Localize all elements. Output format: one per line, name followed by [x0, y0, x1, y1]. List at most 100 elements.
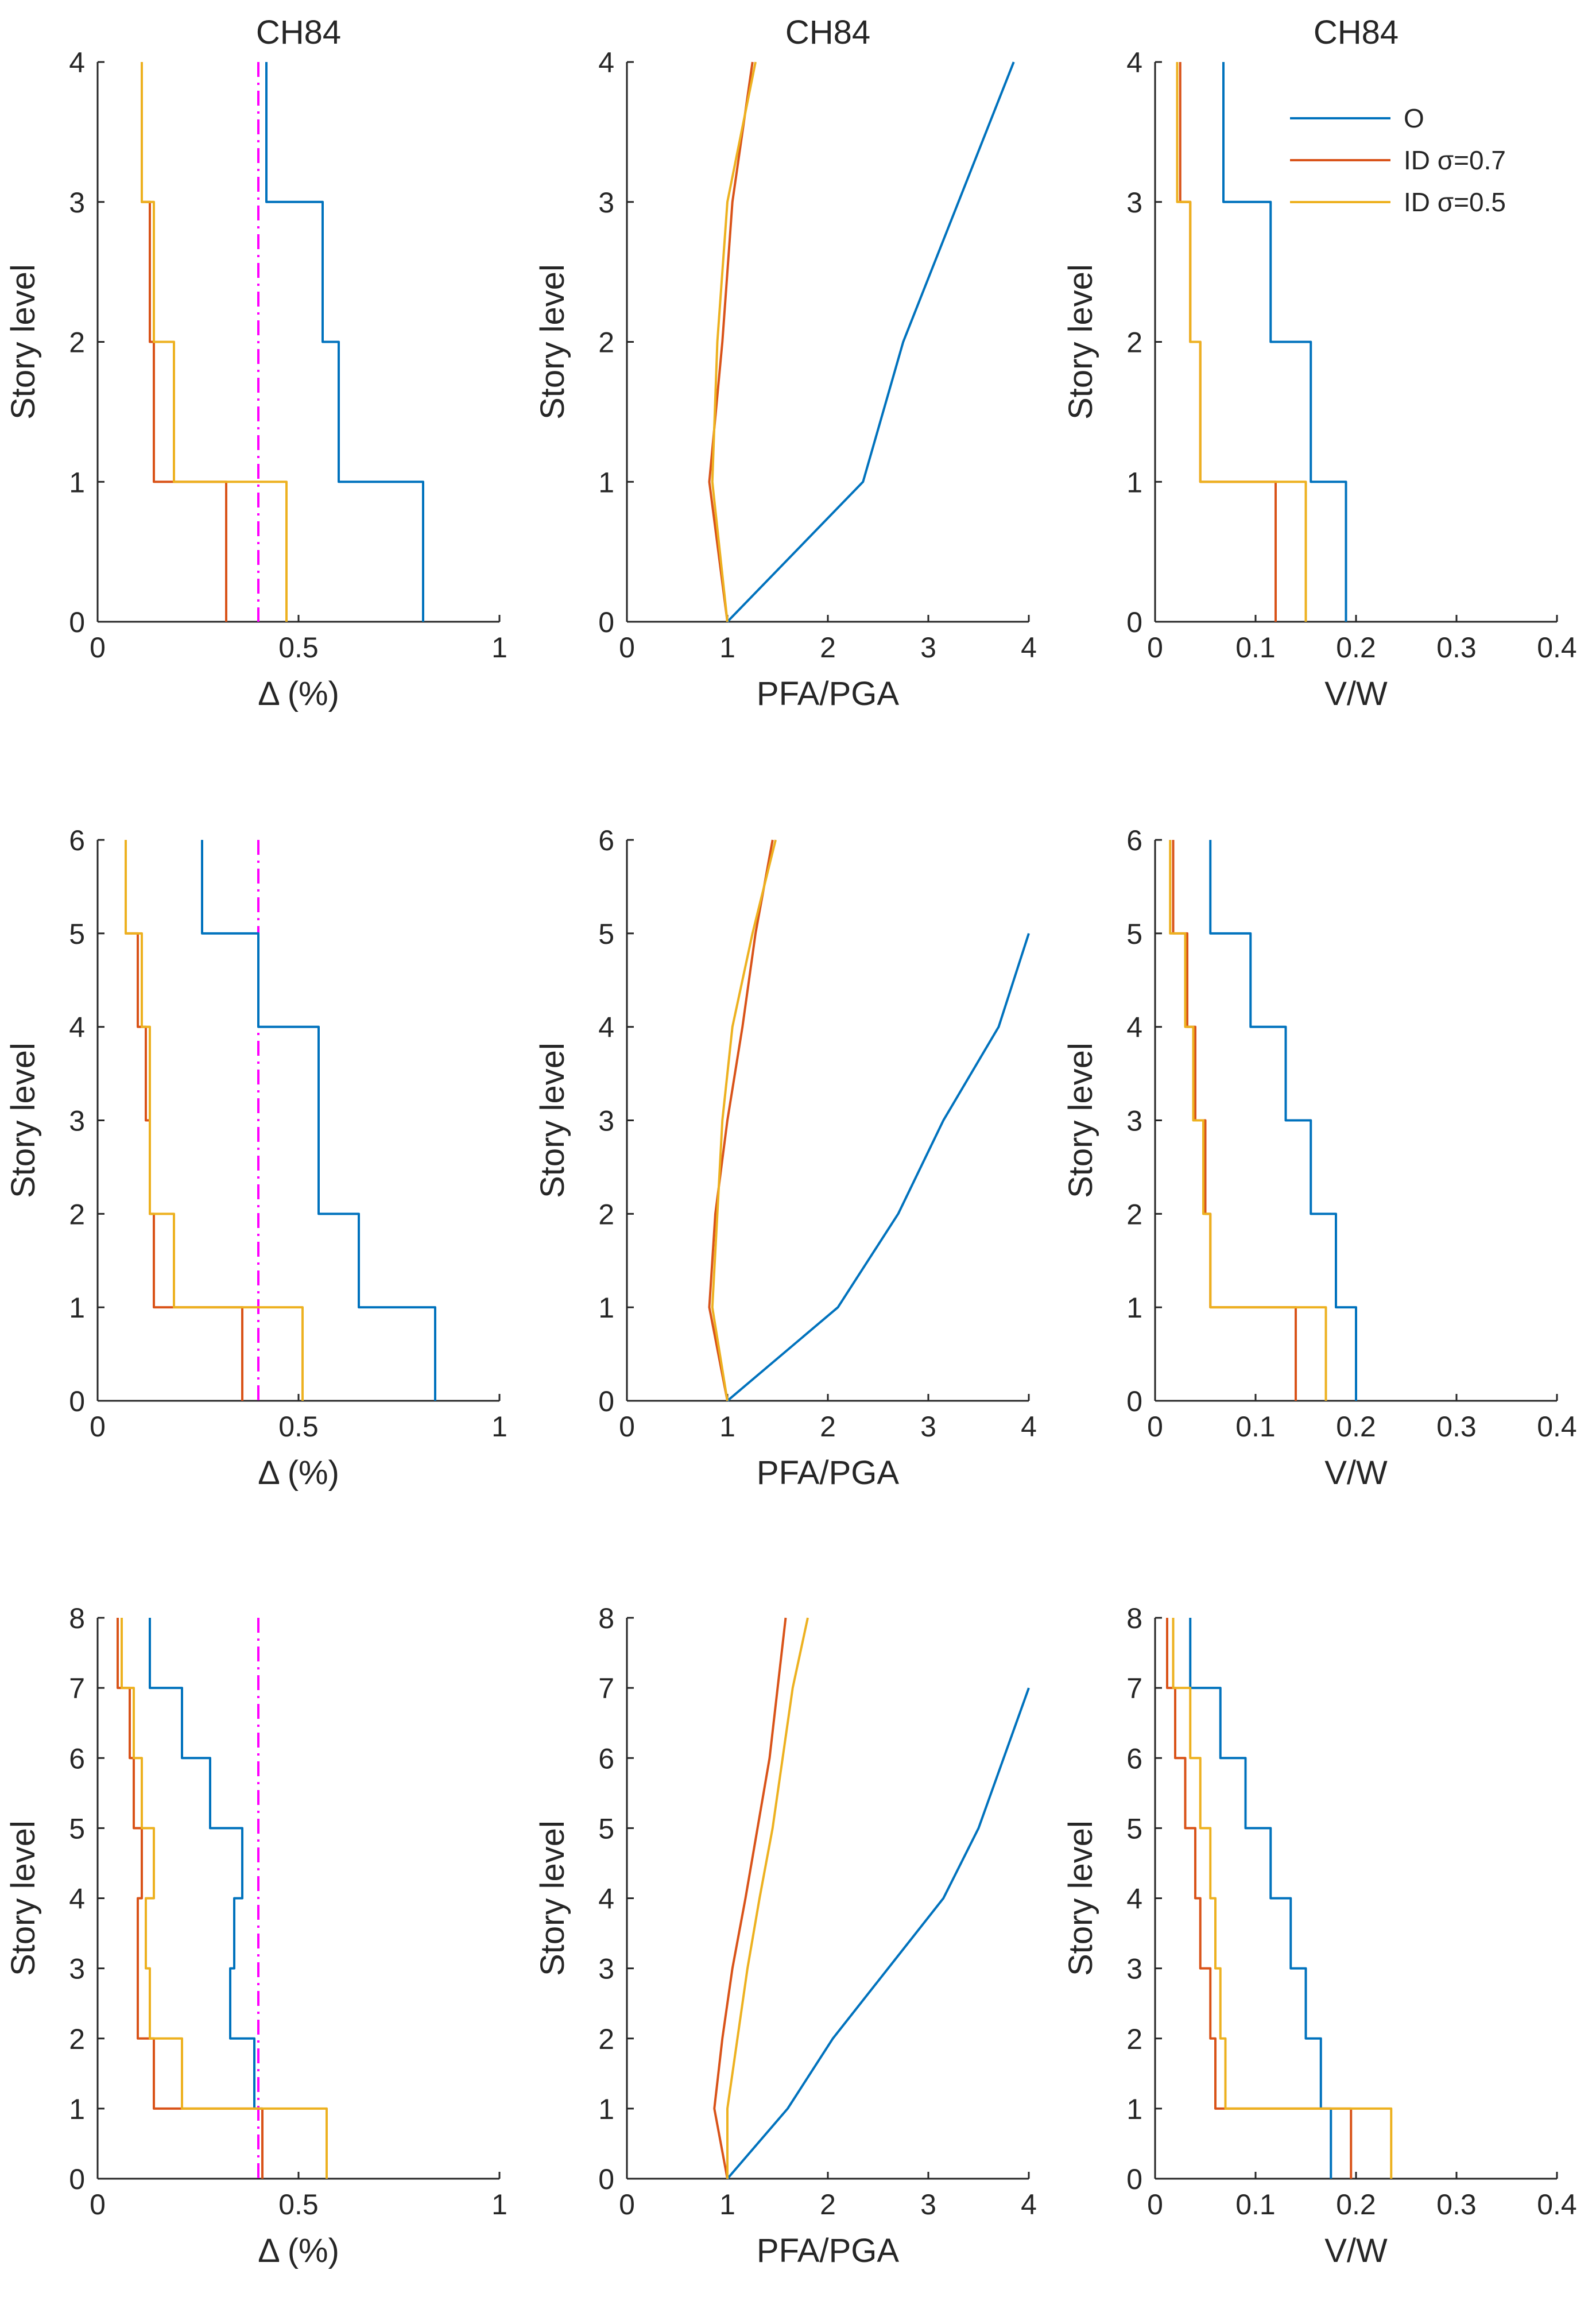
y-tick-label: 0 — [1126, 606, 1142, 638]
y-tick-label: 1 — [1126, 2093, 1142, 2125]
y-tick-label: 6 — [598, 1742, 614, 1775]
series-line-ID07 — [1172, 840, 1297, 1401]
y-tick-label: 3 — [69, 1953, 85, 1985]
series-line-ID05 — [121, 1618, 328, 2179]
y-tick-label: 5 — [1126, 1812, 1142, 1845]
y-tick-label: 5 — [598, 918, 614, 950]
y-tick-label: 4 — [1126, 47, 1142, 79]
y-tick-label: 7 — [598, 1672, 614, 1704]
y-tick-label: 4 — [598, 47, 614, 79]
chart-title: CH84 — [785, 14, 870, 51]
x-tick-label: 2 — [820, 632, 836, 664]
y-tick-label: 4 — [1126, 1012, 1142, 1044]
series-line-ID07 — [713, 1617, 787, 2179]
x-tick-label: 4 — [1021, 632, 1037, 664]
y-tick-label: 4 — [69, 47, 85, 79]
y-tick-label: 0 — [598, 2163, 614, 2195]
y-tick-label: 1 — [1126, 1292, 1142, 1324]
y-tick-label: 6 — [1126, 1742, 1142, 1775]
y-tick-label: 1 — [598, 1292, 614, 1324]
x-tick-label: 4 — [1021, 2188, 1037, 2221]
x-tick-label: 0 — [619, 632, 635, 664]
y-tick-label: 0 — [598, 1385, 614, 1417]
panel-r3c1: 0 0.5 1 0 1 2 3 4 5 6 7 8 Δ (%) Story level — [5, 1602, 508, 2269]
panel-r1c3: 0 0.1 0.2 0.3 0.4 0 1 2 3 4 V/W Story level CH84 O ID … — [1062, 14, 1577, 712]
y-tick-label: 2 — [1126, 1198, 1142, 1230]
y-tick-label: 3 — [69, 1105, 85, 1137]
y-tick-label: 3 — [598, 187, 614, 219]
y-tick-label: 3 — [1126, 1953, 1142, 1985]
y-axis-label: Story level — [1062, 264, 1099, 420]
series-line-O — [726, 61, 1015, 623]
series-line-ID05 — [726, 1617, 809, 2179]
y-axis-label: Story level — [534, 1820, 571, 1976]
panel-r2c2: 0 1 2 3 4 0 1 2 3 4 5 6 PFA/PGA Story level — [534, 824, 1037, 1492]
panel-r3c2: 0 1 2 3 4 0 1 2 3 4 5 6 7 8 PFA/PGA Story level — [534, 1602, 1037, 2269]
y-tick-label: 6 — [69, 1742, 85, 1775]
x-tick-label: 0.4 — [1537, 2188, 1577, 2221]
y-tick-label: 6 — [1126, 824, 1142, 857]
chart-title: CH84 — [256, 14, 341, 51]
x-axis-label: PFA/PGA — [757, 675, 900, 712]
x-tick-label: 3 — [920, 632, 936, 664]
y-tick-label: 3 — [1126, 187, 1142, 219]
y-tick-label: 1 — [69, 466, 85, 498]
y-tick-label: 2 — [69, 327, 85, 359]
y-tick-label: 3 — [598, 1105, 614, 1137]
panel-r1c1: 0 0.5 1 0 1 2 3 4 Δ (%) Story level CH84 — [5, 14, 508, 712]
y-tick-label: 3 — [69, 187, 85, 219]
x-tick-label: 0.3 — [1436, 632, 1477, 664]
y-tick-label: 8 — [1126, 1602, 1142, 1634]
x-axis-label: V/W — [1324, 1454, 1388, 1492]
y-tick-label: 2 — [1126, 2023, 1142, 2055]
x-tick-label: 1 — [491, 632, 508, 664]
series-line-O — [1209, 840, 1357, 1401]
legend: O ID σ=0.7 ID σ=0.5 — [1290, 103, 1506, 217]
x-tick-label: 0 — [1147, 2188, 1163, 2221]
x-tick-label: 0.3 — [1436, 2188, 1477, 2221]
y-tick-label: 0 — [1126, 2163, 1142, 2195]
y-axis-label: Story level — [534, 264, 571, 420]
y-tick-label: 4 — [69, 1883, 85, 1915]
series-line-ID05 — [711, 61, 757, 622]
x-tick-label: 3 — [920, 1411, 936, 1443]
series-line-ID07 — [1166, 1618, 1353, 2179]
y-tick-label: 0 — [1126, 1385, 1142, 1417]
x-tick-label: 0 — [1147, 1411, 1163, 1443]
series-line-ID05 — [141, 62, 288, 622]
x-tick-label: 1 — [491, 1411, 508, 1443]
x-tick-label: 0 — [619, 1411, 635, 1443]
series-line-O — [726, 1687, 1030, 2180]
x-tick-label: 0.2 — [1336, 1411, 1376, 1443]
x-tick-label: 1 — [719, 1411, 735, 1443]
x-tick-label: 4 — [1021, 1411, 1037, 1443]
y-axis-label: Story level — [5, 1043, 42, 1198]
series-line-ID07 — [708, 839, 774, 1401]
series-line-ID07 — [125, 840, 243, 1401]
y-tick-label: 4 — [1126, 1883, 1142, 1915]
y-axis-label: Story level — [5, 1820, 42, 1976]
series-line-O — [1189, 1618, 1332, 2179]
x-tick-label: 0.2 — [1336, 2188, 1376, 2221]
x-axis-label: Δ (%) — [258, 2232, 339, 2269]
y-tick-label: 2 — [598, 1198, 614, 1230]
y-tick-label: 0 — [69, 2163, 85, 2195]
y-axis-label: Story level — [5, 264, 42, 420]
y-tick-label: 8 — [598, 1602, 614, 1634]
y-tick-label: 3 — [1126, 1105, 1142, 1137]
y-tick-label: 3 — [598, 1953, 614, 1985]
y-axis-label: Story level — [534, 1043, 571, 1198]
legend-label-O: O — [1404, 103, 1424, 133]
y-tick-label: 4 — [69, 1012, 85, 1044]
series-line-ID05 — [1169, 840, 1327, 1401]
y-tick-label: 5 — [69, 1812, 85, 1845]
series-line-ID07 — [708, 61, 754, 622]
y-tick-label: 4 — [598, 1012, 614, 1044]
chart-title: CH84 — [1314, 14, 1399, 51]
x-tick-label: 0.4 — [1537, 1411, 1577, 1443]
series-line-ID05 — [1176, 62, 1307, 622]
y-tick-label: 0 — [598, 606, 614, 638]
y-tick-label: 0 — [69, 1385, 85, 1417]
x-axis-label: V/W — [1324, 675, 1388, 712]
